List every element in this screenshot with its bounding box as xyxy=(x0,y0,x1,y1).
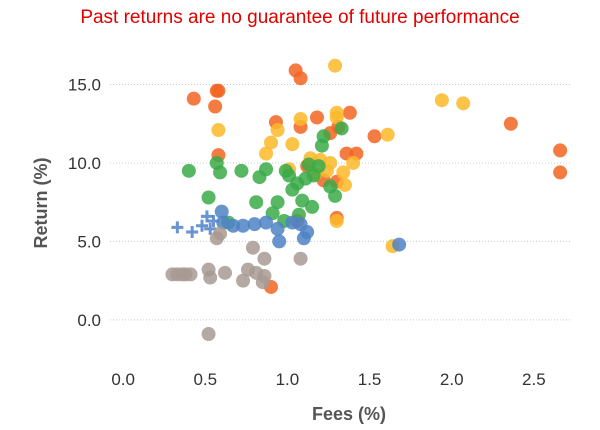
y-tick-label: 15.0 xyxy=(68,76,101,95)
data-point xyxy=(181,163,196,178)
data-point xyxy=(434,93,449,108)
y-tick-label: 0.0 xyxy=(77,311,101,330)
data-point xyxy=(203,270,218,285)
data-point xyxy=(334,121,349,136)
data-point xyxy=(323,155,338,170)
data-point xyxy=(213,226,228,241)
tick-labels: 0.0 5.0 10.0 15.0 0.0 0.5 1.0 1.5 2.0 2.5 xyxy=(68,76,546,389)
data-point xyxy=(247,217,262,232)
data-point xyxy=(213,165,228,180)
data-point xyxy=(367,129,382,144)
x-axis-label: Fees (%) xyxy=(312,404,386,424)
x-tick-label: 0.5 xyxy=(193,370,217,389)
data-point xyxy=(329,214,344,229)
data-point xyxy=(208,99,223,114)
data-point xyxy=(270,195,285,210)
y-tick-label: 10.0 xyxy=(68,154,101,173)
data-point xyxy=(329,105,344,120)
chart-title: Past returns are no guarantee of future … xyxy=(80,7,520,28)
data-point xyxy=(236,273,251,288)
data-point xyxy=(392,237,407,252)
y-axis-label: Return (%) xyxy=(31,158,51,249)
data-point xyxy=(218,265,232,280)
data-point xyxy=(259,162,274,177)
x-tick-label: 1.5 xyxy=(358,370,382,389)
data-point xyxy=(270,221,285,236)
data-point xyxy=(259,146,274,161)
data-point xyxy=(293,251,308,266)
data-point xyxy=(234,163,249,178)
data-point xyxy=(337,177,352,192)
data-point xyxy=(305,199,320,214)
data-point xyxy=(249,195,264,210)
data-point xyxy=(310,110,324,125)
x-tick-label: 2.5 xyxy=(522,370,546,389)
data-point-plus xyxy=(196,219,208,232)
data-point xyxy=(553,143,568,158)
data-point xyxy=(342,105,357,120)
data-point xyxy=(186,91,201,106)
data-point xyxy=(336,165,351,180)
data-point xyxy=(346,155,361,170)
data-point-plus xyxy=(207,215,220,228)
data-point xyxy=(226,218,241,233)
y-tick-label: 5.0 xyxy=(77,232,101,251)
data-point xyxy=(214,204,229,219)
data-point xyxy=(285,137,300,152)
data-point xyxy=(259,215,274,230)
x-tick-label: 2.0 xyxy=(440,370,464,389)
data-point xyxy=(257,268,272,283)
x-tick-label: 0.0 xyxy=(111,370,135,389)
data-point xyxy=(257,251,272,266)
data-point-plus xyxy=(171,221,184,234)
data-point xyxy=(311,159,326,174)
data-point-plus xyxy=(186,226,199,239)
data-point xyxy=(328,58,343,73)
data-point xyxy=(272,234,287,249)
data-point xyxy=(456,96,471,111)
data-point xyxy=(183,267,198,282)
data-point xyxy=(209,83,224,98)
data-point xyxy=(211,123,226,138)
data-point xyxy=(264,135,278,150)
data-point xyxy=(245,240,260,255)
data-point-plus xyxy=(204,222,217,235)
data-point-plus xyxy=(200,210,213,223)
data-point xyxy=(316,129,331,144)
data-point xyxy=(300,225,315,240)
data-point xyxy=(270,123,285,138)
data-point xyxy=(201,327,216,342)
data-point xyxy=(328,188,343,203)
data-point xyxy=(201,190,216,205)
data-point xyxy=(503,116,518,131)
data-point xyxy=(380,127,395,142)
data-points xyxy=(165,58,568,342)
data-point xyxy=(293,112,308,127)
data-point xyxy=(236,218,251,233)
data-point xyxy=(553,165,568,180)
x-tick-label: 1.0 xyxy=(276,370,300,389)
data-point xyxy=(293,71,308,86)
